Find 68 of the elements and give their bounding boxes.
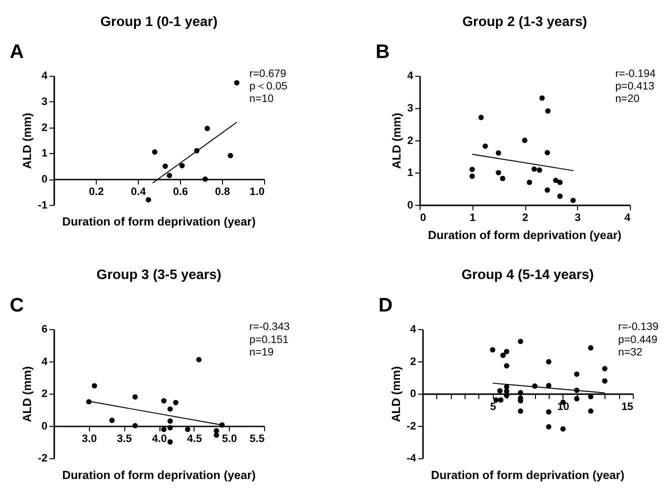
y-axis-title: ALD (mm) — [21, 112, 34, 169]
y-tick-label: 3 — [41, 96, 48, 108]
x-tick-label: 0.6 — [172, 186, 188, 198]
y-tick-label: 2 — [41, 122, 48, 134]
y-tick-label: -4 — [406, 452, 416, 465]
y-tick-label: -2 — [406, 420, 416, 432]
x-tick-label: 4 — [624, 212, 630, 224]
annotation: p=0.151 — [249, 334, 289, 346]
annotation: n=32 — [618, 346, 642, 359]
y-axis-title: ALD (mm) — [390, 366, 403, 422]
annotation: n=19 — [249, 346, 274, 359]
y-tick-label: 2 — [410, 356, 416, 368]
y-tick-label: 0 — [410, 388, 416, 400]
y-tick-label: 0 — [41, 420, 48, 432]
x-tick-label: 10 — [557, 400, 570, 413]
x-axis-title: Duration of form deprivation (year) — [428, 229, 622, 242]
x-tick-label: 1.0 — [250, 186, 265, 198]
text: C — [10, 294, 24, 317]
x-tick-label: 3.0 — [82, 433, 97, 446]
text: D — [378, 294, 393, 317]
x-tick-label: 4.0 — [152, 433, 167, 446]
x-axis-title: Duration of form deprivation (year) — [62, 215, 256, 228]
y-tick-label: -2 — [38, 452, 48, 465]
x-tick-label: 0.8 — [215, 186, 230, 198]
chart-title: Group 4 (5-14 years) — [461, 267, 594, 282]
annotation: r=-0.194 — [615, 68, 656, 80]
y-tick-label: 4 — [410, 324, 416, 336]
x-tick-label: 4.5 — [186, 433, 202, 446]
annotation: p＜0.05 — [249, 80, 288, 92]
chart-title: Group 1 (0-1 year) — [100, 14, 218, 29]
y-tick-label: 3 — [407, 102, 414, 115]
x-tick-label: 3.5 — [116, 433, 132, 446]
x-axis-title: Duration of form deprivation (year) — [430, 468, 624, 482]
annotation: r=-0.343 — [249, 321, 290, 334]
text: A — [10, 41, 24, 64]
y-tick-label: -1 — [38, 199, 48, 212]
y-tick-label: 2 — [407, 134, 414, 147]
y-tick-label: 4 — [41, 356, 48, 368]
chart-title: Group 3 (3-5 years) — [96, 267, 222, 282]
annotation: p=0.413 — [615, 80, 654, 92]
x-tick-label: 5.5 — [250, 433, 265, 446]
x-tick-label: 5.0 — [222, 433, 238, 446]
x-tick-label: 5 — [490, 400, 496, 413]
annotation: n=10 — [249, 93, 274, 106]
y-axis-title: ALD (mm) — [21, 366, 34, 422]
y-tick-label: 0 — [41, 174, 48, 186]
y-tick-label: 1 — [407, 167, 414, 180]
x-tick-label: 0.2 — [88, 186, 104, 198]
x-tick-label: 0.4 — [130, 186, 146, 198]
text: B — [376, 41, 390, 64]
y-tick-label: 2 — [41, 388, 48, 400]
annotation: p=0.449 — [618, 334, 658, 346]
y-tick-label: 6 — [41, 324, 48, 336]
x-tick-label: 1 — [470, 212, 476, 224]
x-tick-label: 0 — [420, 212, 426, 224]
annotation: n=20 — [615, 93, 640, 106]
annotation: r=0.679 — [249, 68, 286, 80]
y-axis-title: ALD (mm) — [390, 112, 404, 169]
x-tick-label: 2 — [522, 212, 528, 224]
y-tick-label: 0 — [407, 199, 414, 212]
annotation: r=-0.139 — [618, 321, 658, 334]
chart-title: Group 2 (1-3 years) — [462, 14, 588, 29]
x-axis-title: Duration of form deprivation (year) — [62, 468, 256, 482]
x-tick-label: 3 — [574, 212, 581, 224]
y-tick-label: 1 — [41, 148, 48, 160]
y-tick-label: 4 — [41, 70, 48, 82]
x-tick-label: 15 — [621, 400, 634, 413]
y-tick-label: 4 — [407, 70, 414, 82]
